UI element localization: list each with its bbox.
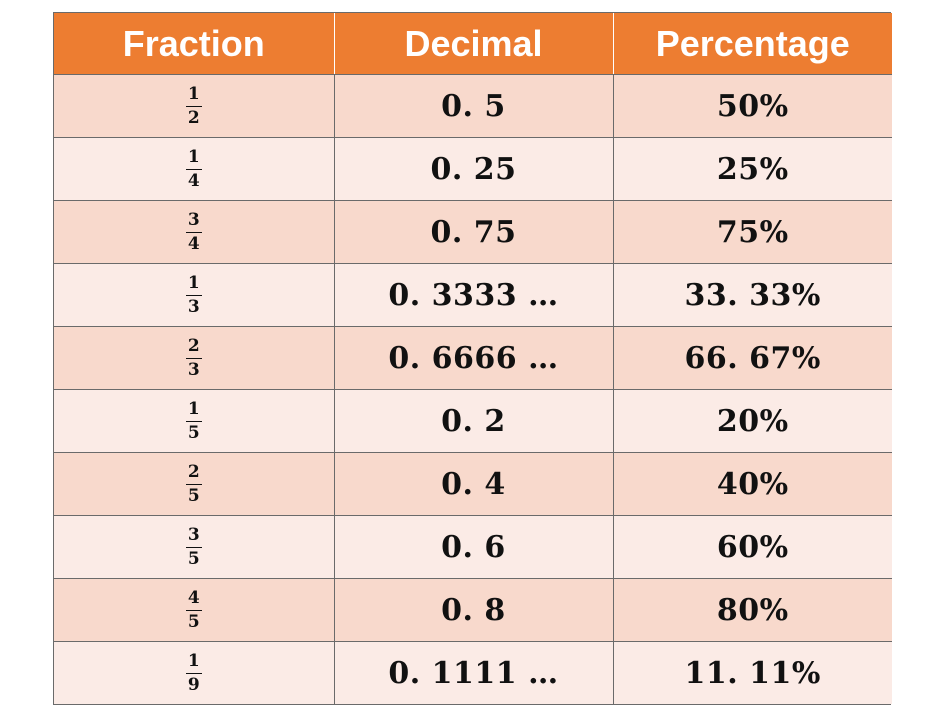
- decimal-cell: 0. 75: [334, 200, 614, 264]
- decimal-cell: 0. 3333 …: [334, 263, 614, 327]
- table-row: 3 4 0. 75 75%: [54, 200, 892, 264]
- fraction-denominator: 5: [187, 548, 200, 569]
- percentage-value: 33. 33%: [684, 277, 821, 313]
- decimal-cell: 0. 5: [334, 74, 614, 138]
- percentage-cell: 20%: [613, 389, 892, 453]
- percentage-value: 20%: [716, 403, 789, 439]
- percentage-cell: 60%: [613, 515, 892, 579]
- table-row: 1 5 0. 2 20%: [54, 389, 892, 453]
- percentage-value: 75%: [716, 214, 789, 250]
- header-percentage: Percentage: [613, 13, 892, 75]
- table-row: 1 2 0. 5 50%: [54, 74, 892, 138]
- fraction-numerator: 2: [185, 462, 202, 485]
- decimal-cell: 0. 6666 …: [334, 326, 614, 390]
- fraction-numerator: 3: [185, 210, 202, 233]
- decimal-cell: 0. 25: [334, 137, 614, 201]
- decimal-value: 0. 5: [441, 88, 506, 124]
- fraction-numerator: 1: [185, 84, 202, 107]
- fraction-denominator: 4: [187, 170, 200, 191]
- percentage-cell: 11. 11%: [613, 641, 892, 704]
- percentage-cell: 40%: [613, 452, 892, 516]
- fraction-denominator: 3: [187, 359, 200, 380]
- table-header: Fraction Decimal Percentage: [54, 13, 892, 75]
- fraction-denominator: 5: [187, 485, 200, 506]
- decimal-value: 0. 4: [441, 466, 506, 502]
- decimal-cell: 0. 6: [334, 515, 614, 579]
- conversion-table-container: Fraction Decimal Percentage 1 2 0. 5 50% 1 4 0…: [53, 12, 892, 705]
- table-row: 1 3 0. 3333 … 33. 33%: [54, 263, 892, 327]
- percentage-value: 66. 67%: [684, 340, 821, 376]
- fraction-numerator: 4: [185, 588, 202, 611]
- fraction-numerator: 1: [185, 651, 202, 674]
- percentage-value: 50%: [716, 88, 789, 124]
- fraction-numerator: 1: [185, 273, 202, 296]
- table-body: 1 2 0. 5 50% 1 4 0. 25 25% 3 4 0. 75 75% 1 3 0. 3333 ……: [54, 74, 892, 704]
- table-row: 4 5 0. 8 80%: [54, 578, 892, 642]
- fraction-numerator: 1: [185, 147, 202, 170]
- header-decimal: Decimal: [334, 13, 614, 75]
- decimal-value: 0. 6666 …: [388, 340, 559, 376]
- decimal-value: 0. 8: [441, 592, 506, 628]
- decimal-cell: 0. 2: [334, 389, 614, 453]
- header-fraction: Fraction: [54, 13, 335, 75]
- percentage-cell: 75%: [613, 200, 892, 264]
- percentage-value: 40%: [716, 466, 789, 502]
- percentage-cell: 25%: [613, 137, 892, 201]
- fraction-decimal-percentage-table: Fraction Decimal Percentage 1 2 0. 5 50% 1 4 0…: [54, 13, 892, 704]
- fraction-denominator: 4: [187, 233, 200, 254]
- percentage-cell: 50%: [613, 74, 892, 138]
- header-row: Fraction Decimal Percentage: [54, 13, 892, 75]
- table-row: 2 5 0. 4 40%: [54, 452, 892, 516]
- decimal-value: 0. 6: [441, 529, 506, 565]
- decimal-cell: 0. 8: [334, 578, 614, 642]
- decimal-value: 0. 3333 …: [388, 277, 559, 313]
- percentage-value: 80%: [716, 592, 789, 628]
- fraction-numerator: 1: [185, 399, 202, 422]
- fraction-numerator: 3: [185, 525, 202, 548]
- fraction-denominator: 9: [187, 674, 200, 695]
- percentage-value: 25%: [716, 151, 789, 187]
- fraction-denominator: 5: [187, 611, 200, 632]
- percentage-value: 60%: [716, 529, 789, 565]
- table-row: 1 9 0. 1111 … 11. 11%: [54, 641, 892, 704]
- decimal-value: 0. 2: [441, 403, 506, 439]
- fraction-numerator: 2: [185, 336, 202, 359]
- decimal-cell: 0. 1111 …: [334, 641, 614, 704]
- percentage-cell: 33. 33%: [613, 263, 892, 327]
- decimal-value: 0. 75: [430, 214, 517, 250]
- percentage-cell: 80%: [613, 578, 892, 642]
- fraction-denominator: 5: [187, 422, 200, 443]
- table-row: 3 5 0. 6 60%: [54, 515, 892, 579]
- table-row: 1 4 0. 25 25%: [54, 137, 892, 201]
- decimal-value: 0. 25: [430, 151, 517, 187]
- percentage-value: 11. 11%: [684, 655, 821, 691]
- fraction-denominator: 3: [187, 296, 200, 317]
- percentage-cell: 66. 67%: [613, 326, 892, 390]
- decimal-cell: 0. 4: [334, 452, 614, 516]
- decimal-value: 0. 1111 …: [388, 655, 559, 691]
- table-row: 2 3 0. 6666 … 66. 67%: [54, 326, 892, 390]
- fraction-denominator: 2: [187, 107, 200, 128]
